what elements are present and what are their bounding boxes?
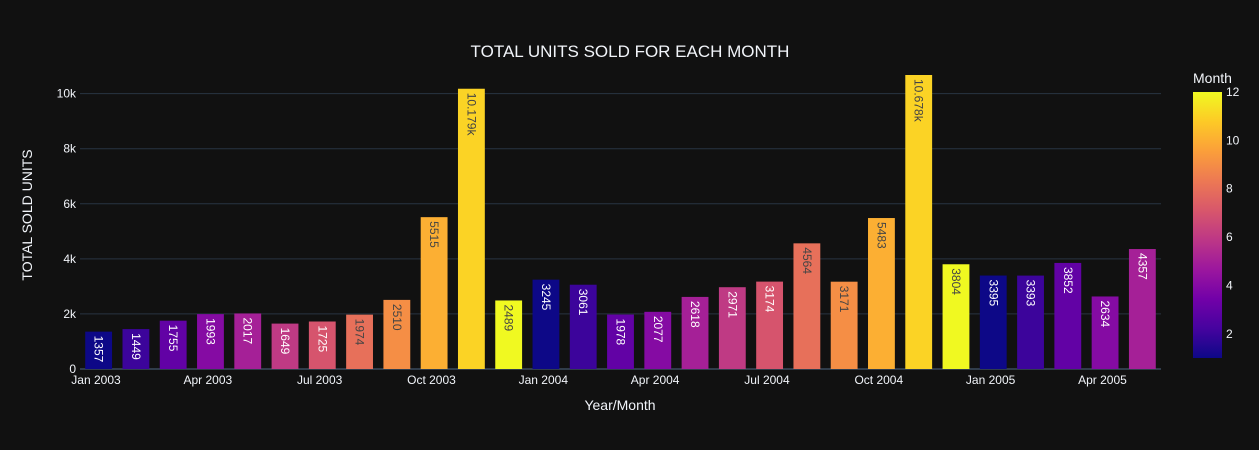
bar [1128, 249, 1156, 369]
bar [308, 321, 336, 369]
x-tick-label: Apr 2004 [631, 373, 680, 387]
y-tick-label: 6k [63, 197, 77, 211]
bar-data-label: 3171 [837, 286, 851, 313]
bar [868, 218, 895, 369]
x-tick-label: Apr 2003 [183, 373, 232, 387]
bar-data-label: 5515 [427, 221, 441, 248]
bar [1091, 296, 1119, 369]
bar-data-label: 1725 [315, 326, 329, 353]
bar [979, 275, 1007, 369]
bar [607, 314, 634, 369]
chart-title: TOTAL UNITS SOLD FOR EACH MONTH [471, 42, 790, 61]
bar-data-label: 4357 [1135, 253, 1149, 280]
bar-data-label: 1755 [166, 325, 180, 352]
bar-labels: 1357 1449 1755 1993 2017 1649 1725 1974 2510 5515… [92, 79, 1150, 363]
colorbar-tick-labels: 2 4 6 8 10 12 [1226, 85, 1240, 341]
bar [159, 320, 187, 369]
colorbar-tick-label: 10 [1226, 133, 1240, 147]
bar-data-label: 1978 [614, 319, 628, 346]
y-tick-label: 8k [63, 142, 77, 156]
x-axis-title: Year/Month [584, 397, 655, 413]
y-tick-label: 2k [63, 307, 77, 321]
bar-data-label: 3395 [986, 280, 1000, 307]
bar [756, 281, 784, 369]
bar [644, 311, 672, 369]
colorbar-tick-label: 6 [1226, 230, 1233, 244]
bar [830, 281, 858, 369]
colorbar-tick-label: 2 [1226, 327, 1233, 341]
y-tick-label: 10k [57, 87, 77, 101]
bar [532, 279, 560, 369]
bar-data-label: 2077 [651, 316, 665, 343]
bar-data-label: 10.179k [464, 93, 478, 137]
bar-data-label: 2634 [1098, 300, 1112, 327]
bar-data-label: 10.678k [912, 79, 926, 123]
bar-data-label: 1449 [129, 333, 143, 360]
colorbar-title: Month [1193, 70, 1232, 86]
x-tick-label: Oct 2004 [854, 373, 903, 387]
bar-data-label: 3852 [1061, 267, 1075, 294]
bar [495, 300, 523, 369]
colorbar-tick-label: 12 [1226, 85, 1240, 99]
bar [681, 296, 709, 369]
bar [420, 217, 448, 369]
y-tick-label: 4k [63, 252, 77, 266]
bar-data-label: 3804 [949, 268, 963, 295]
bar [1017, 275, 1044, 369]
x-tick-label: Jan 2005 [966, 373, 1016, 387]
colorbar-tick-label: 8 [1226, 182, 1233, 196]
bar-data-label: 1357 [92, 336, 106, 363]
x-tick-label: Jan 2004 [519, 373, 569, 387]
bar [234, 313, 262, 369]
bar [271, 323, 299, 369]
x-tick-label: Jul 2004 [744, 373, 790, 387]
y-axis-title: TOTAL SOLD UNITS [19, 149, 35, 280]
bar [942, 264, 970, 369]
bar [383, 299, 411, 369]
y-tick-label: 0 [69, 362, 76, 376]
x-tick-label: Jul 2003 [297, 373, 343, 387]
x-tick-label: Jan 2003 [71, 373, 121, 387]
colorbar-tick-label: 4 [1226, 278, 1233, 292]
y-tick-labels: 0 2k 4k 6k 8k 10k [57, 87, 77, 376]
bar-data-label: 2971 [725, 291, 739, 318]
bar-data-label: 1993 [203, 318, 217, 345]
bar [197, 314, 224, 369]
bar-data-label: 3174 [763, 286, 777, 313]
bar-data-label: 3061 [576, 289, 590, 316]
x-tick-label: Oct 2003 [407, 373, 456, 387]
bar [85, 331, 113, 369]
bar-data-label: 1649 [278, 328, 292, 355]
bar-data-label: 2618 [688, 301, 702, 328]
bar [1054, 262, 1082, 369]
bar-data-label: 5483 [874, 222, 888, 249]
bar [457, 88, 485, 370]
bar [346, 314, 373, 369]
bar [718, 287, 746, 369]
bar-data-label: 2017 [241, 317, 255, 344]
x-tick-labels: Jan 2003 Apr 2003 Jul 2003 Oct 2003 Jan 2004… [71, 373, 1127, 387]
bar [122, 329, 150, 369]
bar [569, 284, 597, 369]
x-tick-label: Apr 2005 [1078, 373, 1127, 387]
bar [905, 75, 933, 369]
bar-data-label: 1974 [353, 319, 367, 346]
bar [793, 243, 821, 369]
colorbar: Month 2 4 6 8 10 12 [1193, 70, 1240, 358]
bar-data-label: 2510 [390, 304, 404, 331]
bar-data-label: 3245 [539, 284, 553, 311]
bar-data-label: 3393 [1024, 280, 1038, 307]
colorbar-scale [1193, 92, 1222, 358]
bars [85, 75, 1156, 370]
bar-data-label: 2489 [502, 304, 516, 331]
bar-data-label: 4564 [800, 247, 814, 274]
